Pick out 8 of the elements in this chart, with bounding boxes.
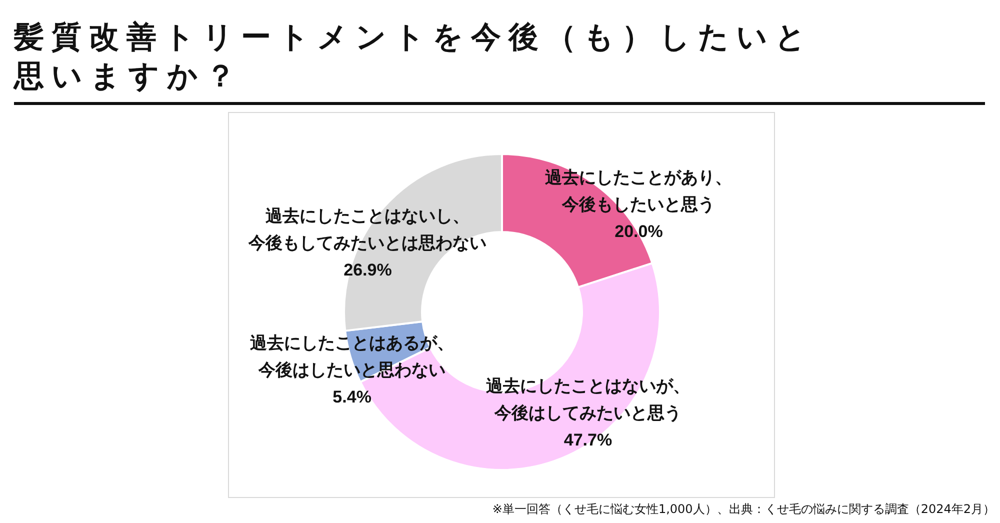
- chart-title: 髪質改善トリートメントを今後（も）したいと思いますか？: [14, 19, 814, 96]
- data-label: 26.9%: [344, 260, 392, 280]
- data-label: 5.4%: [332, 387, 372, 406]
- text: ※単一回答（くせ毛に悩む女性1,000人）、出典：くせ毛の悩みに関する調査（2024年2月）: [492, 502, 995, 517]
- slice-label: 過去にしたことはないし、今後もしてみたいとは思わない: [248, 206, 487, 253]
- slice-label: 過去にしたことはあるが、今後はしたいと思わない: [249, 333, 454, 380]
- slice-label: 過去にしたことはないが、今後はしてみたいと思う: [484, 376, 690, 423]
- data-label: 47.7%: [564, 430, 612, 450]
